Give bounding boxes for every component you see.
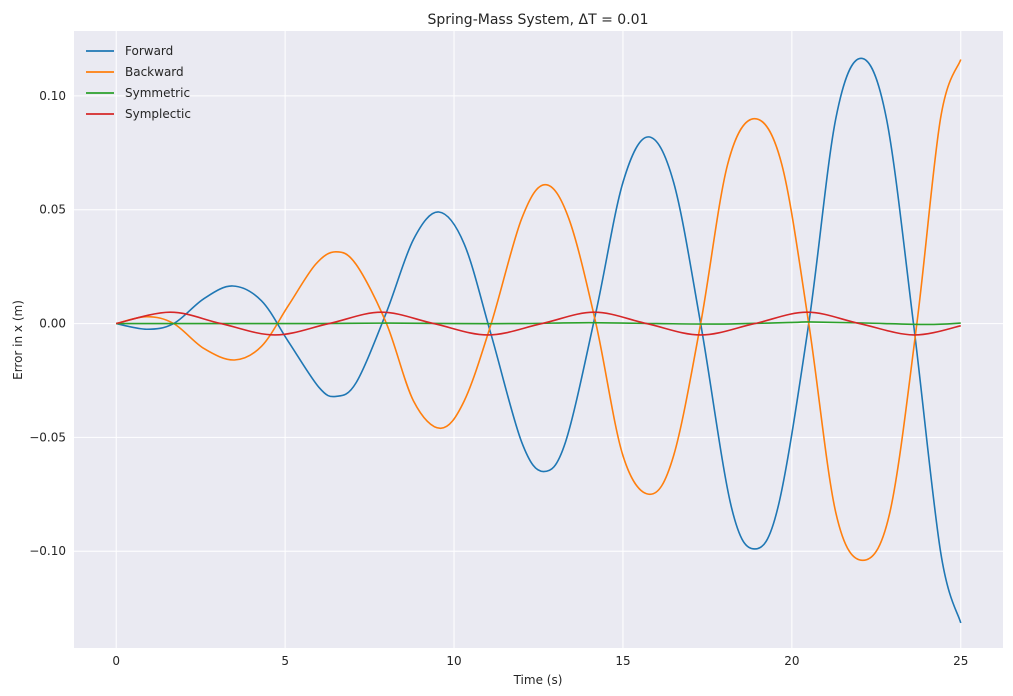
- x-tick-label: 5: [281, 654, 289, 668]
- y-tick-label: 0.10: [39, 89, 66, 103]
- x-tick-label: 15: [615, 654, 630, 668]
- legend-label-forward: Forward: [125, 44, 173, 58]
- y-tick-label: 0.00: [39, 317, 66, 331]
- legend-label-symplectic: Symplectic: [125, 107, 191, 121]
- chart-title: Spring-Mass System, ΔT = 0.01: [428, 12, 649, 28]
- series-line-symmetric: [116, 321, 961, 326]
- series-line-forward: [116, 57, 962, 624]
- legend: Forward Backward Symmetric Symplectic: [86, 44, 191, 121]
- legend-label-backward: Backward: [125, 65, 184, 79]
- series-line-symplectic: [116, 311, 961, 336]
- y-tick-label: −0.10: [29, 544, 66, 558]
- y-axis-ticks: −0.10 −0.05 0.00 0.05 0.10: [29, 89, 66, 558]
- y-tick-label: −0.05: [29, 430, 66, 444]
- y-tick-label: 0.05: [39, 203, 66, 217]
- x-tick-label: 10: [446, 654, 461, 668]
- x-tick-label: 25: [953, 654, 968, 668]
- series-line-backward: [116, 59, 962, 562]
- chart-title-text: Spring-Mass System, ΔT = 0.01: [428, 12, 649, 28]
- y-axis-label: Error in x (m): [11, 300, 25, 380]
- x-tick-label: 20: [784, 654, 799, 668]
- x-tick-label: 0: [112, 654, 120, 668]
- series-layer: [116, 57, 962, 624]
- legend-label-symmetric: Symmetric: [125, 86, 190, 100]
- x-axis-label: Time (s): [513, 673, 563, 687]
- plot-background: [74, 31, 1003, 648]
- x-axis-ticks: 0 5 10 15 20 25: [112, 654, 968, 668]
